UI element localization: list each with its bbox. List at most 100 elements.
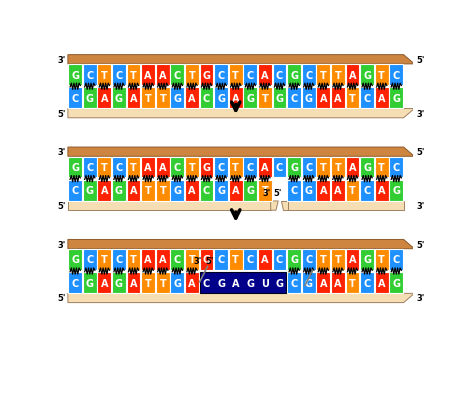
Text: G: G xyxy=(71,255,79,265)
Text: G: G xyxy=(202,70,210,81)
Text: T: T xyxy=(334,163,341,173)
Bar xyxy=(126,249,140,270)
Bar xyxy=(156,249,169,270)
Text: G: G xyxy=(362,163,370,173)
Bar xyxy=(345,157,358,178)
Text: U: U xyxy=(260,278,269,288)
Text: T: T xyxy=(232,255,239,265)
Bar xyxy=(374,180,388,201)
Bar xyxy=(126,273,140,293)
Text: A: A xyxy=(319,278,326,288)
Bar xyxy=(301,157,315,178)
Text: A: A xyxy=(159,255,166,265)
Bar xyxy=(243,157,257,178)
Text: G: G xyxy=(246,94,254,104)
Text: G: G xyxy=(85,278,94,288)
Text: T: T xyxy=(130,70,137,81)
Bar xyxy=(170,157,184,178)
Text: T: T xyxy=(159,186,166,196)
Text: A: A xyxy=(231,94,239,104)
Text: A: A xyxy=(159,163,166,173)
Text: C: C xyxy=(363,278,370,288)
Text: A: A xyxy=(348,70,356,81)
Text: G: G xyxy=(217,278,224,288)
Text: 3': 3' xyxy=(416,109,424,118)
Text: T: T xyxy=(130,255,137,265)
Text: C: C xyxy=(363,186,370,196)
Text: A: A xyxy=(129,186,137,196)
Text: C: C xyxy=(174,255,180,265)
Bar xyxy=(112,88,126,109)
Bar xyxy=(345,65,358,86)
Bar xyxy=(156,88,169,109)
Bar xyxy=(83,249,96,270)
Text: C: C xyxy=(290,94,297,104)
Bar xyxy=(185,249,198,270)
Bar xyxy=(359,88,373,109)
Polygon shape xyxy=(68,240,414,249)
Text: C: C xyxy=(115,163,123,173)
Text: A: A xyxy=(348,255,356,265)
Text: G: G xyxy=(115,186,123,196)
Text: A: A xyxy=(261,70,268,81)
Bar xyxy=(68,180,82,201)
Bar xyxy=(126,157,140,178)
Bar xyxy=(68,65,82,86)
Text: G: G xyxy=(173,94,181,104)
Bar xyxy=(272,157,286,178)
Polygon shape xyxy=(68,55,414,65)
Text: 5': 5' xyxy=(416,148,424,157)
Bar xyxy=(228,249,242,270)
Bar xyxy=(359,157,373,178)
Text: T: T xyxy=(377,163,384,173)
Bar xyxy=(316,273,330,293)
Text: G: G xyxy=(392,278,399,288)
Text: G: G xyxy=(392,186,399,196)
Text: T: T xyxy=(130,163,137,173)
Text: A: A xyxy=(101,278,108,288)
Bar xyxy=(112,65,126,86)
Text: T: T xyxy=(188,70,195,81)
Text: T: T xyxy=(377,70,384,81)
Text: G: G xyxy=(304,186,312,196)
Bar xyxy=(228,65,242,86)
Bar xyxy=(301,180,315,201)
Text: C: C xyxy=(290,186,297,196)
Text: C: C xyxy=(217,163,224,173)
Text: C: C xyxy=(202,186,210,196)
Text: G: G xyxy=(362,70,370,81)
Bar xyxy=(97,273,111,293)
Bar xyxy=(257,249,271,270)
Bar xyxy=(141,88,155,109)
Polygon shape xyxy=(68,201,270,211)
Polygon shape xyxy=(270,201,278,211)
Bar xyxy=(126,88,140,109)
Bar xyxy=(112,157,126,178)
Bar xyxy=(345,273,358,293)
Bar xyxy=(112,273,126,293)
Bar xyxy=(83,88,96,109)
Bar xyxy=(330,88,344,109)
Text: T: T xyxy=(101,255,107,265)
Bar xyxy=(243,65,257,86)
Bar xyxy=(214,180,228,201)
Bar xyxy=(199,249,213,270)
Text: A: A xyxy=(231,186,239,196)
Text: G: G xyxy=(217,94,224,104)
Text: 3': 3' xyxy=(416,202,424,211)
Bar xyxy=(330,180,344,201)
Bar xyxy=(389,273,403,293)
Bar xyxy=(126,65,140,86)
Bar xyxy=(126,180,140,201)
Bar xyxy=(170,273,184,293)
Text: C: C xyxy=(202,94,210,104)
Text: T: T xyxy=(145,94,151,104)
Bar xyxy=(316,249,330,270)
Bar xyxy=(170,65,184,86)
Text: 5': 5' xyxy=(416,55,424,65)
Bar xyxy=(97,180,111,201)
Text: C: C xyxy=(174,70,180,81)
Bar xyxy=(359,273,373,293)
Bar xyxy=(286,65,300,86)
Bar xyxy=(185,157,198,178)
